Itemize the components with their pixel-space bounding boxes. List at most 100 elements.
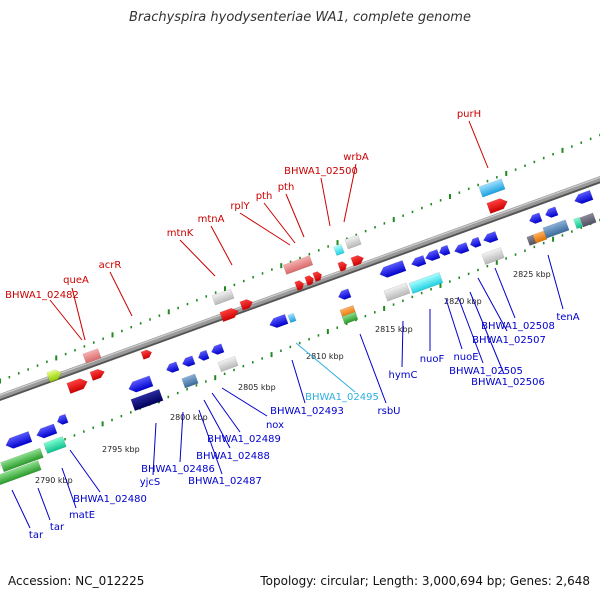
guide-dot bbox=[205, 295, 208, 298]
gene-arrow-body bbox=[478, 178, 506, 198]
guide-major-tick bbox=[55, 355, 58, 361]
guide-dot bbox=[533, 160, 536, 164]
guide-dot bbox=[571, 145, 573, 148]
reverse-gene bbox=[383, 282, 411, 302]
gene-arrow-body bbox=[5, 431, 33, 449]
coordinate-tick-label: 2810 kbp bbox=[306, 352, 344, 361]
reverse-gene bbox=[574, 189, 594, 204]
reverse-gene-label: BHWA1_02506 bbox=[471, 377, 545, 388]
guide-dot bbox=[496, 176, 498, 179]
guide-dot bbox=[177, 306, 179, 310]
guide-dot bbox=[374, 226, 376, 229]
reverse-gene-label-leader bbox=[295, 342, 356, 393]
gene-arrow-body bbox=[0, 460, 42, 486]
forward-gene bbox=[82, 348, 102, 364]
reverse-gene-label-leader bbox=[221, 387, 268, 417]
reverse-gene-label: tar bbox=[50, 522, 65, 533]
forward-gene-label-leader bbox=[343, 163, 357, 223]
guide-major-tick bbox=[111, 332, 114, 338]
gene-arrow-body bbox=[542, 219, 570, 239]
forward-gene bbox=[344, 234, 362, 250]
guide-dot bbox=[449, 280, 451, 283]
forward-gene-label: wrbA bbox=[343, 152, 369, 163]
reverse-gene bbox=[197, 349, 210, 361]
reverse-gene bbox=[36, 423, 58, 439]
guide-dot bbox=[8, 375, 11, 379]
guide-dot bbox=[542, 156, 545, 160]
guide-major-tick bbox=[270, 352, 273, 358]
gene-arrow-body bbox=[344, 234, 362, 250]
guide-dot bbox=[327, 245, 329, 248]
guide-dot bbox=[364, 314, 367, 318]
forward-gene-label: BHWA1_02500 bbox=[284, 166, 358, 177]
guide-dot bbox=[514, 253, 517, 256]
coordinate-tick-label: 2825 kbp bbox=[513, 270, 551, 279]
gene-arrow-body bbox=[89, 369, 105, 381]
guide-dot bbox=[364, 229, 367, 233]
forward-gene bbox=[350, 255, 364, 267]
reverse-gene bbox=[529, 212, 543, 224]
reverse-gene bbox=[269, 313, 289, 328]
guide-dot bbox=[299, 256, 301, 260]
coordinate-tick-label: 2800 kbp bbox=[170, 413, 208, 422]
reverse-gene bbox=[579, 212, 597, 228]
gene-arrow-body bbox=[333, 244, 345, 256]
reverse-gene-label: nox bbox=[266, 420, 284, 431]
reverse-gene bbox=[573, 216, 583, 230]
reverse-gene-label: BHWA1_02507 bbox=[472, 335, 546, 346]
figure-title: Brachyspira hyodysenteriae WA1, complete… bbox=[129, 10, 471, 25]
guide-dot bbox=[139, 322, 142, 325]
reverse-gene-label: yjcS bbox=[140, 477, 161, 488]
guide-dot bbox=[580, 141, 583, 144]
guide-dot bbox=[102, 337, 104, 340]
reverse-gene-label-leader bbox=[11, 489, 31, 529]
reverse-gene bbox=[425, 249, 441, 261]
guide-dot bbox=[524, 249, 526, 252]
reverse-gene-label: BHWA1_02493 bbox=[270, 406, 344, 417]
reverse-gene-label: BHWA1_02495 bbox=[305, 392, 379, 403]
gene-arrow-body bbox=[0, 447, 44, 473]
reverse-gene bbox=[469, 236, 482, 248]
forward-gene-label-leader bbox=[109, 271, 133, 317]
guide-dot bbox=[36, 364, 39, 367]
guide-dot bbox=[195, 384, 198, 387]
guide-dot bbox=[129, 411, 132, 414]
forward-gene-label-leader bbox=[285, 193, 305, 238]
guide-major-tick bbox=[326, 329, 329, 335]
guide-dot bbox=[271, 268, 273, 271]
guide-major-tick bbox=[214, 375, 217, 381]
reverse-gene-label: BHWA1_02505 bbox=[449, 366, 523, 377]
gene-arrow-body bbox=[341, 311, 359, 325]
guide-dot bbox=[242, 364, 245, 368]
guide-dot bbox=[92, 426, 95, 429]
guide-dot bbox=[514, 168, 517, 171]
forward-guide-line bbox=[0, 133, 600, 384]
genome-stats-text: Topology: circular; Length: 3,000,694 bp… bbox=[260, 574, 590, 588]
guide-major-tick bbox=[383, 305, 386, 311]
forward-gene bbox=[294, 280, 305, 291]
reverse-gene-label-leader bbox=[152, 422, 157, 476]
gene-arrow-body bbox=[469, 236, 482, 248]
reverse-gene-label: nuoE bbox=[453, 352, 478, 363]
reverse-gene bbox=[217, 355, 239, 373]
guide-dot bbox=[411, 295, 414, 299]
reverse-gene bbox=[130, 388, 164, 412]
guide-dot bbox=[186, 302, 189, 306]
gene-arrow-body bbox=[411, 255, 427, 267]
forward-gene bbox=[486, 198, 508, 214]
gene-arrow-body bbox=[239, 299, 253, 311]
guide-dot bbox=[373, 311, 376, 314]
reverse-gene bbox=[545, 206, 559, 218]
guide-dot bbox=[167, 395, 170, 399]
forward-gene-label-leader bbox=[179, 239, 216, 277]
gene-arrow-body bbox=[287, 312, 297, 324]
gene-arrow-body bbox=[483, 231, 499, 243]
reverse-gene bbox=[438, 244, 451, 256]
guide-major-tick bbox=[336, 240, 339, 246]
forward-gene-label-leader bbox=[49, 299, 83, 341]
guide-dot bbox=[130, 325, 133, 329]
guide-dot bbox=[571, 230, 573, 233]
gene-arrow-body bbox=[282, 255, 314, 275]
coordinate-tick-label: 2790 kbp bbox=[35, 476, 73, 485]
